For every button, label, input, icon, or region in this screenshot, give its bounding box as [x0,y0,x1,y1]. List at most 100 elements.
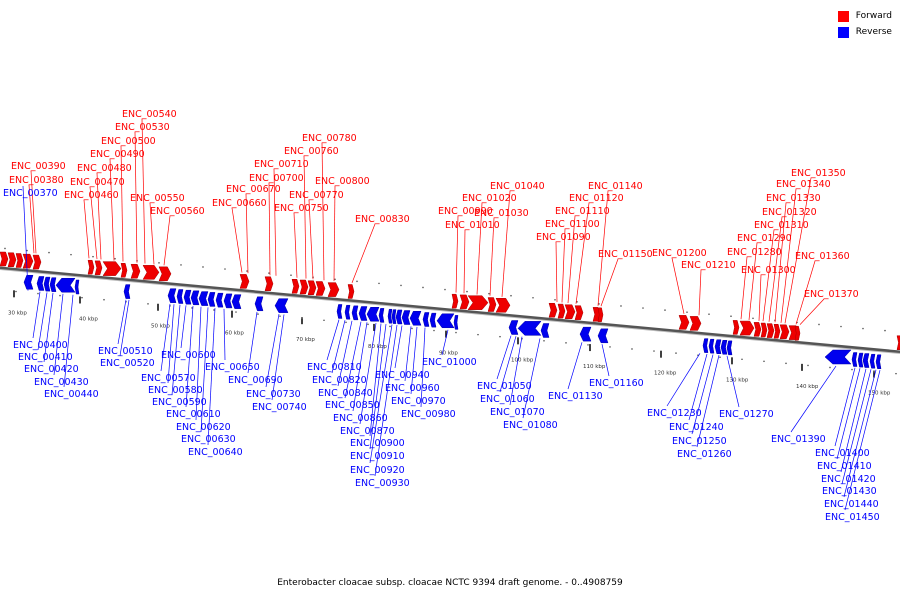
reverse-gene-label: ENC_00580 [148,385,203,396]
forward-gene-glyph [158,266,172,282]
track-dot [279,315,281,317]
forward-gene-glyph [794,325,801,341]
forward-leader-line [501,190,511,297]
forward-leader-line [698,269,702,316]
reverse-leader-line [247,311,258,374]
forward-gene-label: ENC_00830 [355,214,410,225]
forward-gene-label: ENC_01280 [727,247,782,258]
scale-tick-label: 50 kbp [151,324,170,330]
track-dot [15,290,17,293]
track-dot [818,323,820,326]
forward-gene-label: ENC_00670 [226,184,281,195]
track-dot [389,325,391,328]
forward-gene-glyph [239,274,250,289]
track-dot [444,288,446,291]
forward-gene-glyph [451,293,459,309]
forward-leader-line [231,207,243,273]
reverse-leader-line [160,303,171,372]
legend-label-forward: Forward [855,11,892,21]
reverse-gene-glyph [223,293,233,309]
forward-leader-line [163,215,171,266]
reverse-gene-label: ENC_00610 [166,409,221,420]
track-dot [807,364,809,367]
reverse-leader-line [117,299,127,345]
reverse-leader-line [22,185,29,291]
forward-gene-label: ENC_01030 [474,208,529,219]
track-dot [466,290,468,293]
scale-tick-label: 130 kbp [726,377,749,383]
legend-item-forward: Forward [837,8,892,24]
reverse-leader-line [369,324,393,464]
forward-gene-glyph [689,316,702,331]
reverse-leader-line [441,329,449,356]
track-dot [532,296,534,299]
reverse-gene-label: ENC_00370 [3,188,58,199]
reverse-leader-line [326,319,340,361]
scale-tick-label: 100 kbp [511,357,534,363]
forward-leader-line [774,202,787,323]
track-dot [433,329,435,332]
reverse-leader-line [337,320,353,387]
forward-gene-glyph [130,263,141,279]
track-dot [378,282,380,285]
track-dot [257,313,259,315]
forward-gene-label: ENC_01320 [762,207,817,218]
track-dot [488,292,490,295]
forward-gene-label: ENC_00990 [438,206,493,217]
forward-leader-line [96,172,102,260]
forward-gene-glyph [467,295,489,310]
track-dot [598,303,600,305]
reverse-gene-label: ENC_01230 [647,408,702,419]
forward-leader-line [308,199,314,280]
reverse-gene-glyph [344,304,351,320]
reverse-gene-glyph [74,279,80,295]
reverse-gene-glyph [517,321,542,336]
reverse-gene-glyph [851,352,858,367]
forward-gene-glyph [896,335,900,350]
reverse-gene-glyph [720,340,728,355]
forward-gene-glyph [0,251,9,267]
forward-leader-line [748,242,758,320]
track-dot [334,278,336,281]
reverse-leader-line [420,327,426,408]
reverse-gene-glyph [378,308,385,323]
track-dot [862,327,864,330]
reverse-leader-line [834,367,856,447]
track-dot [642,307,644,309]
reverse-gene-label: ENC_00520 [100,358,155,369]
forward-leader-line [597,190,609,306]
forward-gene-glyph [678,315,690,330]
reverse-gene-glyph [508,320,519,335]
forward-gene-label: ENC_00700 [249,173,304,184]
reverse-gene-glyph [366,307,380,322]
reverse-gene-glyph [231,294,242,309]
reverse-leader-line [63,294,74,388]
scale-tick-label: 60 kbp [225,331,244,337]
forward-gene-label: ENC_01330 [766,193,821,204]
reverse-leader-line [119,299,130,357]
reverse-gene-glyph [395,309,403,325]
reverse-gene-label: ENC_00600 [161,350,216,361]
forward-gene-label: ENC_01020 [462,193,517,204]
reverse-gene-label: ENC_01250 [672,436,727,447]
track-dot [664,309,666,311]
forward-gene-glyph [120,263,128,278]
forward-gene-glyph [307,280,317,295]
reverse-leader-line [265,313,280,388]
reverse-leader-line [499,336,517,393]
reverse-gene-label: ENC_00730 [246,389,301,400]
reverse-gene-glyph [176,289,184,304]
forward-gene-glyph [766,323,775,338]
forward-gene-label: ENC_01200 [652,248,707,259]
track-dot [620,305,622,307]
reverse-gene-label: ENC_01240 [669,422,724,433]
forward-gene-label: ENC_00560 [150,206,205,217]
forward-leader-line [120,145,124,262]
reverse-leader-line [32,291,41,339]
forward-gene-label: ENC_00780 [302,133,357,144]
track-dot [323,319,325,322]
reverse-leader-line [410,326,418,395]
track-dot [510,294,512,297]
track-dot [543,339,545,342]
reverse-leader-line [180,305,187,349]
